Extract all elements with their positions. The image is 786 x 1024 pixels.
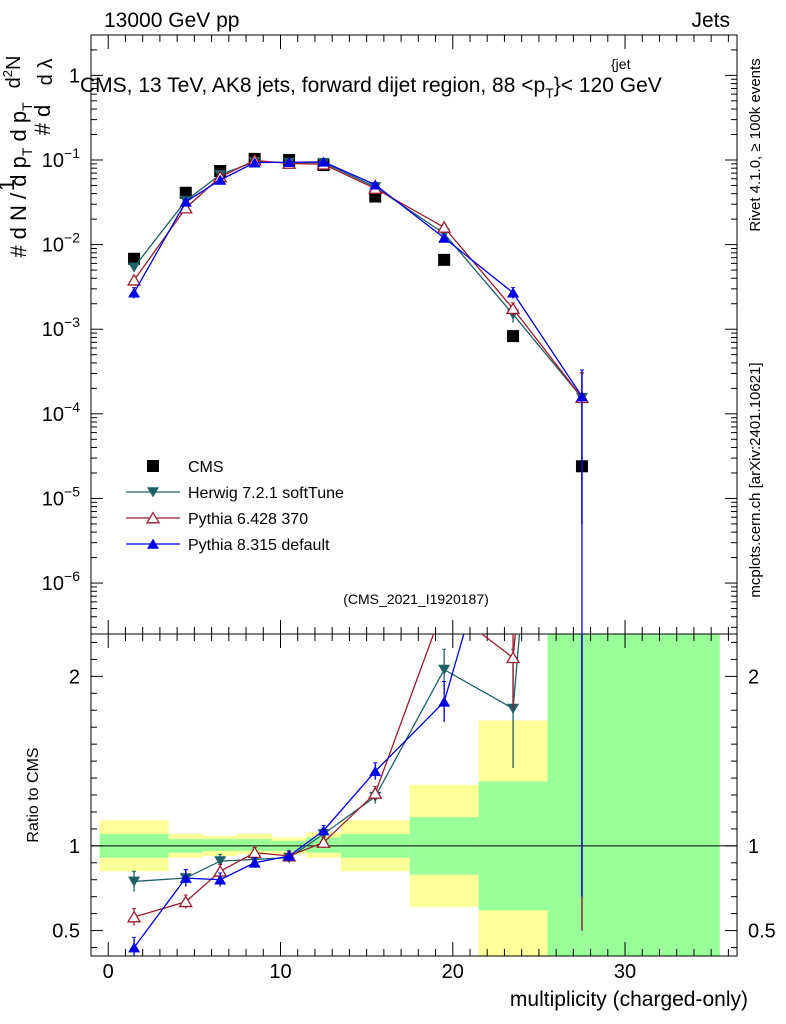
ylabel-line-5: d λ [35, 59, 57, 86]
pythia8-line [133, 634, 465, 948]
main-y-ticks: 1 10−1 10−2 10−3 10−4 10−5 10−6 [42, 34, 737, 628]
pythia8-point [179, 872, 192, 883]
main-y-tick-label: 10−2 [42, 230, 80, 257]
pythia8-point [369, 765, 382, 777]
ratio-series-layer [126, 459, 583, 956]
title-subscript: T [545, 85, 554, 101]
mcplots-label: mcplots.cern.ch [arXiv:2401.10621] [747, 362, 764, 597]
ratio-band-inner [202, 839, 238, 851]
ratio-y-ticks: 0.5 0.5 1 1 2 2 [52, 641, 776, 949]
main-x-ticks [90, 35, 729, 634]
analysis-id-label: (CMS_2021_I1920187) [343, 591, 489, 607]
pythia8-point [248, 157, 261, 168]
data-point [438, 253, 451, 266]
ratio-y-axis-label: Ratio to CMS [25, 747, 42, 842]
data-point [128, 252, 141, 265]
pythia6-point [505, 651, 521, 664]
x-tick-label: 30 [614, 961, 636, 983]
ylabel-line-2: 1 [0, 179, 19, 191]
pythia8-point [507, 287, 520, 298]
title-superscript: {jet [611, 56, 631, 72]
collision-label: 13000 GeV pp [104, 9, 239, 32]
main-y-tick-label: 10−4 [42, 399, 80, 426]
title-main: CMS, 13 TeV, AK8 jets, forward dijet reg… [80, 74, 545, 97]
ratio-y-tick-label-left: 1 [69, 836, 80, 858]
legend-marker-herwig [147, 487, 159, 498]
title-end: }< 120 GeV [554, 74, 662, 97]
pythia8-point [575, 391, 588, 402]
pythia8-point [214, 174, 227, 185]
herwig-point [214, 856, 227, 867]
legend: CMS Herwig 7.2.1 softTune Pythia 6.428 370… [126, 459, 344, 554]
plot-title: CMS, 13 TeV, AK8 jets, forward dijet reg… [80, 56, 662, 101]
pythia6-point [368, 786, 383, 799]
pythia6-line [133, 159, 583, 399]
legend-label-pythia8: Pythia 8.315 default [188, 537, 330, 554]
main-series-layer [126, 152, 590, 634]
ratio-y-tick-label-right: 0.5 [748, 921, 776, 943]
ratio-uncertainty-bands [99, 634, 720, 956]
pythia8-point [317, 156, 330, 167]
rivet-version-label: Rivet 4.1.0, ≥ 100k events [747, 58, 764, 231]
pythia6-point [505, 301, 521, 315]
x-tick-label: 10 [269, 961, 291, 983]
legend-label-pythia6: Pythia 6.428 370 [188, 511, 308, 528]
legend-label-data: CMS [188, 459, 224, 476]
pythia8-point [438, 696, 451, 707]
legend-marker-pythia8 [147, 538, 159, 549]
legend-marker-data [147, 460, 159, 472]
herwig-point [438, 664, 451, 675]
data-point [507, 330, 520, 343]
legend-marker-pythia6 [145, 511, 161, 524]
main-y-tick-label: 10−3 [42, 314, 80, 341]
herwig-point [128, 876, 141, 887]
pythia8-point [179, 196, 192, 207]
ylabel-line-1: # d N / d pT d pT [6, 102, 35, 258]
pythia8-point [438, 232, 451, 243]
main-y-tick-label: 10−5 [42, 483, 80, 510]
pythia8-point [248, 857, 261, 868]
svg-text:CMS, 13 TeV, AK8 jets, forward: CMS, 13 TeV, AK8 jets, forward dijet reg… [80, 74, 662, 101]
pythia6-line [133, 634, 516, 918]
herwig-line [134, 634, 521, 883]
pythia8-point [369, 179, 382, 190]
pythia8-point [317, 825, 330, 836]
pythia6-point [178, 895, 193, 908]
pythia6-point [126, 910, 142, 923]
ratio-y-tick-label-right: 2 [748, 666, 759, 688]
main-y-tick-label: 1 [69, 65, 80, 87]
ratio-y-tick-label-right: 1 [748, 836, 759, 858]
pythia8-point [507, 459, 519, 469]
ylabel-line-3: # d [30, 105, 55, 136]
category-label: Jets [691, 9, 730, 32]
pythia8-line [133, 161, 583, 397]
herwig-point [507, 703, 520, 714]
ylabel-line-4: d2N [0, 56, 25, 89]
pythia8-point [283, 156, 296, 168]
pythia8-point [214, 874, 227, 885]
main-y-tick-label: 10−6 [42, 568, 80, 595]
x-tick-label: 0 [103, 961, 114, 983]
pythia6-point [126, 273, 142, 286]
pythia8-point [283, 850, 296, 861]
herwig-point [128, 262, 141, 273]
pythia8-point [128, 287, 141, 298]
ratio-x-ticks: 0 10 20 30 [90, 634, 729, 983]
main-y-tick-label: 10−1 [42, 145, 80, 172]
ratio-y-tick-label-left: 0.5 [52, 921, 80, 943]
ratio-band-inner [547, 634, 720, 956]
ratio-band-inner [237, 839, 272, 851]
herwig-line [133, 161, 583, 399]
ratio-y-tick-label-left: 2 [69, 666, 80, 688]
pythia8-point [128, 942, 141, 953]
legend-label-herwig: Herwig 7.2.1 softTune [188, 485, 344, 502]
x-axis-label: multiplicity (charged-only) [510, 988, 748, 1011]
pythia6-point [316, 835, 331, 848]
pythia6-point [437, 220, 452, 233]
data-point [179, 186, 192, 199]
x-tick-label: 20 [442, 961, 464, 983]
